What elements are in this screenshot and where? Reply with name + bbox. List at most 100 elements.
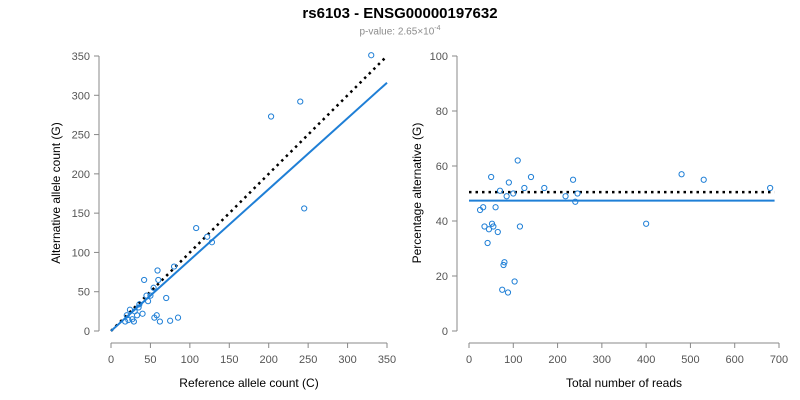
left-x-tick-label: 350 [378, 354, 396, 366]
left-data-point [147, 292, 154, 299]
right-x-axis-label: Total number of reads [566, 376, 682, 390]
chart-subtitle: p-value: 2.65×10-4 [0, 25, 800, 37]
left-data-point [167, 317, 174, 324]
right-data-point [480, 204, 487, 211]
right-data-point [767, 184, 774, 192]
right-x-tick-label: 700 [770, 354, 788, 366]
left-data-point [174, 314, 182, 321]
left-x-tick-label: 100 [181, 354, 199, 366]
left-data-point [125, 316, 132, 324]
left-y-axis-label: Alternative allele count (G) [49, 122, 63, 263]
right-data-point [503, 193, 510, 200]
left-y-tick-label: 300 [72, 90, 90, 102]
left-data-point [136, 301, 143, 308]
left-y-tick-label: 200 [72, 169, 90, 181]
left-data-point [156, 318, 163, 325]
left-data-point [135, 304, 142, 311]
left-x-tick-label: 50 [144, 354, 156, 366]
right-y-tick-label: 100 [430, 51, 448, 63]
right-data-point [516, 223, 524, 230]
left-x-axis-label: Reference allele count (C) [179, 376, 318, 390]
right-x-tick-label: 300 [593, 354, 611, 366]
left-data-point [153, 312, 160, 319]
right-x-tick-label: 100 [504, 354, 522, 366]
right-data-point [505, 179, 512, 186]
left-y-tick-label: 0 [84, 326, 90, 338]
right-data-point [572, 198, 579, 205]
right-data-point [527, 173, 535, 181]
right-data-point [485, 226, 493, 233]
left-data-point [122, 318, 129, 325]
right-x-tick-label: 500 [681, 354, 699, 366]
right-data-point [511, 278, 518, 285]
pvalue-exponent: -4 [434, 25, 441, 32]
right-y-axis-label: Percentage alternative (G) [410, 123, 424, 264]
right-x-tick-label: 600 [726, 354, 744, 366]
right-data-point [504, 289, 512, 296]
pvalue-label: p-value: [359, 26, 398, 38]
left-x-tick-label: 250 [299, 354, 317, 366]
left-data-point [154, 267, 161, 274]
right-data-point [501, 259, 508, 266]
left-data-point [301, 205, 308, 212]
right-data-point [541, 184, 548, 192]
right-data-point [494, 228, 501, 236]
left-x-tick-label: 0 [108, 354, 114, 366]
left-y-tick-label: 250 [72, 130, 90, 142]
right-x-tick-label: 0 [466, 354, 472, 366]
left-y-tick-label: 50 [78, 287, 90, 299]
left-data-point [163, 294, 170, 302]
right-data-point [643, 220, 650, 227]
left-fit-line [110, 81, 388, 332]
right-data-point [499, 286, 506, 293]
left-data-point [150, 284, 157, 291]
left-data-point [297, 98, 304, 105]
left-x-tick-label: 300 [338, 354, 356, 366]
right-y-tick-label: 60 [436, 161, 448, 173]
left-data-point [204, 233, 211, 240]
right-data-point [500, 261, 507, 269]
right-y-tick-label: 0 [442, 326, 448, 338]
right-x-tick-label: 400 [637, 354, 655, 366]
left-y-tick-label: 100 [72, 247, 90, 259]
right-data-point [492, 204, 499, 211]
left-y-tick-label: 150 [72, 208, 90, 220]
left-data-point [143, 292, 150, 299]
pvalue-mantissa: 2.65 [397, 26, 418, 38]
right-data-point [574, 190, 581, 197]
right-data-point [700, 176, 707, 183]
right-data-point [488, 173, 495, 181]
right-data-point [496, 187, 504, 194]
left-data-point [170, 263, 178, 270]
right-data-point [490, 223, 497, 230]
left-y-tick-label: 350 [72, 51, 90, 63]
right-y-tick-label: 20 [436, 271, 448, 283]
left-data-point [193, 224, 200, 232]
right-y-tick-label: 40 [436, 216, 448, 228]
left-data-point [130, 318, 137, 325]
right-data-point [678, 171, 685, 178]
left-data-point [144, 298, 152, 305]
left-data-point [368, 52, 375, 59]
left-data-point [141, 276, 148, 284]
right-data-point [569, 176, 577, 183]
right-data-point [521, 184, 528, 192]
right-y-tick-label: 80 [436, 106, 448, 118]
right-data-point [481, 223, 488, 230]
right-data-point [484, 239, 491, 247]
right-x-tick-label: 200 [548, 354, 566, 366]
left-data-point [267, 113, 275, 120]
left-data-point [208, 239, 216, 246]
left-data-point [139, 310, 146, 317]
pvalue-times: ×10 [417, 26, 435, 38]
right-data-point [514, 157, 521, 164]
chart-title: rs6103 - ENSG00000197632 [302, 5, 498, 22]
right-data-point [562, 193, 569, 200]
left-data-point [155, 276, 162, 284]
left-x-tick-label: 150 [220, 354, 238, 366]
left-x-tick-label: 200 [260, 354, 278, 366]
right-data-point [510, 190, 517, 197]
left-data-point [133, 312, 141, 319]
